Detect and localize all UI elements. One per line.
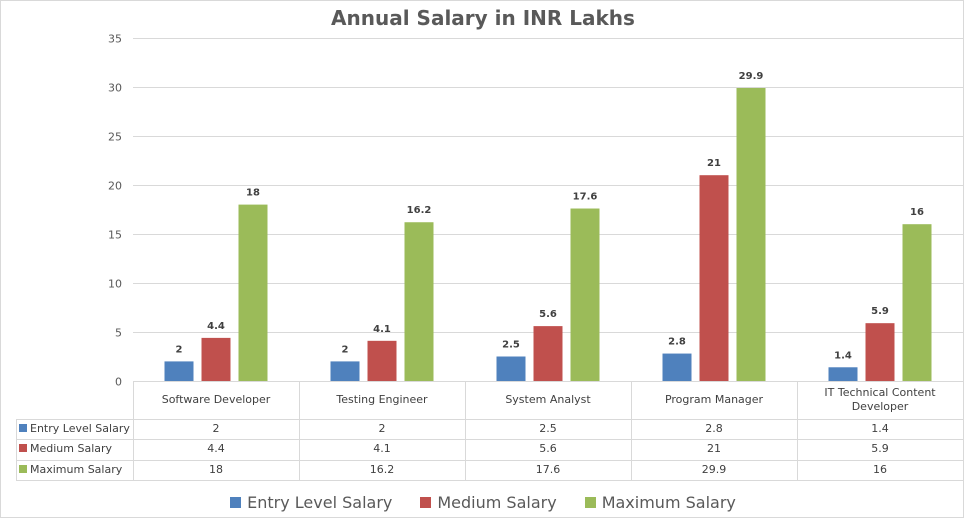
table-line bbox=[631, 382, 632, 480]
table-cell: 5.6 bbox=[539, 442, 557, 456]
y-tick-label: 0 bbox=[115, 376, 122, 389]
table-line bbox=[16, 460, 964, 461]
bar-entry-level-salary bbox=[164, 361, 194, 381]
data-label: 18 bbox=[246, 188, 260, 199]
table-cell: 17.6 bbox=[535, 462, 561, 476]
y-tick-label: 20 bbox=[108, 180, 122, 193]
table-line bbox=[465, 382, 466, 480]
bar-entry-level-salary bbox=[330, 361, 360, 381]
table-cell: 4.4 bbox=[207, 442, 225, 456]
x-category-label: Program Manager bbox=[664, 393, 764, 406]
data-label: 29.9 bbox=[739, 71, 764, 82]
table-cell: 4.1 bbox=[373, 442, 391, 456]
table-cell: 16.2 bbox=[369, 462, 395, 476]
table-cell: 1.4 bbox=[871, 422, 889, 435]
x-category-label: Testing Engineer bbox=[336, 393, 428, 406]
data-label: 5.6 bbox=[539, 309, 557, 320]
x-category-label: Software Developer bbox=[161, 393, 271, 406]
bar-medium-salary bbox=[865, 323, 895, 381]
bar-maximum-salary bbox=[902, 224, 932, 381]
data-label: 1.4 bbox=[834, 350, 852, 361]
data-label: 17.6 bbox=[573, 192, 598, 203]
table-cell: 2 bbox=[378, 422, 386, 435]
data-label: 21 bbox=[707, 158, 721, 169]
legend-label: Medium Salary bbox=[437, 493, 557, 512]
y-tick-label: 5 bbox=[115, 327, 122, 340]
table-cell: 21 bbox=[707, 442, 721, 456]
x-category-label: IT Technical Content Developer bbox=[824, 386, 936, 413]
y-tick-label: 30 bbox=[108, 82, 122, 95]
y-tick-label: 10 bbox=[108, 278, 122, 291]
bar-maximum-salary bbox=[736, 87, 766, 381]
legend-item: Entry Level Salary bbox=[230, 493, 392, 512]
table-cell: 29.9 bbox=[701, 462, 727, 476]
table-cell: 2.5 bbox=[539, 422, 557, 435]
legend-label: Maximum Salary bbox=[601, 493, 736, 512]
legend-label: Entry Level Salary bbox=[247, 493, 393, 512]
series-name: Entry Level Salary bbox=[30, 422, 130, 435]
y-tick-label: 35 bbox=[108, 33, 122, 46]
table-cell: 5.9 bbox=[871, 442, 889, 456]
table-cell: 2 bbox=[212, 422, 220, 435]
table-line bbox=[16, 480, 964, 481]
bar-medium-salary bbox=[533, 326, 563, 381]
table-line bbox=[797, 382, 798, 480]
table-cell: 16 bbox=[873, 462, 887, 476]
bar-medium-salary bbox=[367, 340, 397, 381]
legend-key-icon bbox=[19, 424, 27, 432]
legend-item: Maximum Salary bbox=[584, 493, 736, 512]
data-label: 2.5 bbox=[502, 340, 520, 351]
legend-item: Medium Salary bbox=[420, 493, 557, 512]
table-cell: 18 bbox=[209, 462, 223, 476]
bar-entry-level-salary bbox=[828, 367, 858, 381]
table-line bbox=[299, 382, 300, 480]
series-name: Medium Salary bbox=[30, 442, 113, 456]
bar-medium-salary bbox=[699, 175, 729, 381]
chart-legend: Entry Level Salary Medium Salary Maximum S… bbox=[0, 493, 966, 512]
data-label: 2.8 bbox=[668, 337, 686, 348]
bar-maximum-salary bbox=[238, 204, 268, 381]
table-line bbox=[16, 439, 964, 440]
data-label: 2 bbox=[176, 344, 183, 355]
y-tick-label: 15 bbox=[108, 229, 122, 242]
data-label: 2 bbox=[342, 344, 349, 355]
data-label: 16.2 bbox=[407, 205, 432, 216]
table-row-label: Maximum Salary bbox=[19, 460, 122, 480]
series-name: Maximum Salary bbox=[30, 462, 123, 476]
table-row-label: Entry Level Salary bbox=[19, 419, 130, 439]
chart-title: Annual Salary in INR Lakhs bbox=[331, 6, 635, 30]
legend-swatch-icon bbox=[420, 497, 432, 508]
bar-entry-level-salary bbox=[496, 356, 526, 381]
bar-medium-salary bbox=[201, 337, 231, 381]
data-label: 5.9 bbox=[871, 306, 889, 317]
bar-maximum-salary bbox=[404, 222, 434, 381]
bar-maximum-salary bbox=[570, 208, 600, 381]
legend-key-icon bbox=[19, 444, 27, 453]
data-label: 4.1 bbox=[373, 324, 391, 335]
legend-key-icon bbox=[19, 464, 27, 473]
table-row-label: Medium Salary bbox=[19, 439, 112, 459]
table-cell: 2.8 bbox=[705, 422, 723, 435]
data-label: 4.4 bbox=[207, 321, 225, 332]
bar-entry-level-salary bbox=[662, 353, 692, 381]
table-line bbox=[16, 419, 17, 480]
data-label: 16 bbox=[910, 207, 924, 218]
x-category-label: System Analyst bbox=[505, 393, 591, 406]
table-line bbox=[16, 419, 964, 420]
legend-swatch-icon bbox=[584, 497, 596, 508]
y-tick-label: 25 bbox=[108, 131, 122, 144]
table-line bbox=[963, 382, 964, 480]
legend-swatch-icon bbox=[230, 497, 242, 508]
table-line bbox=[133, 382, 134, 480]
